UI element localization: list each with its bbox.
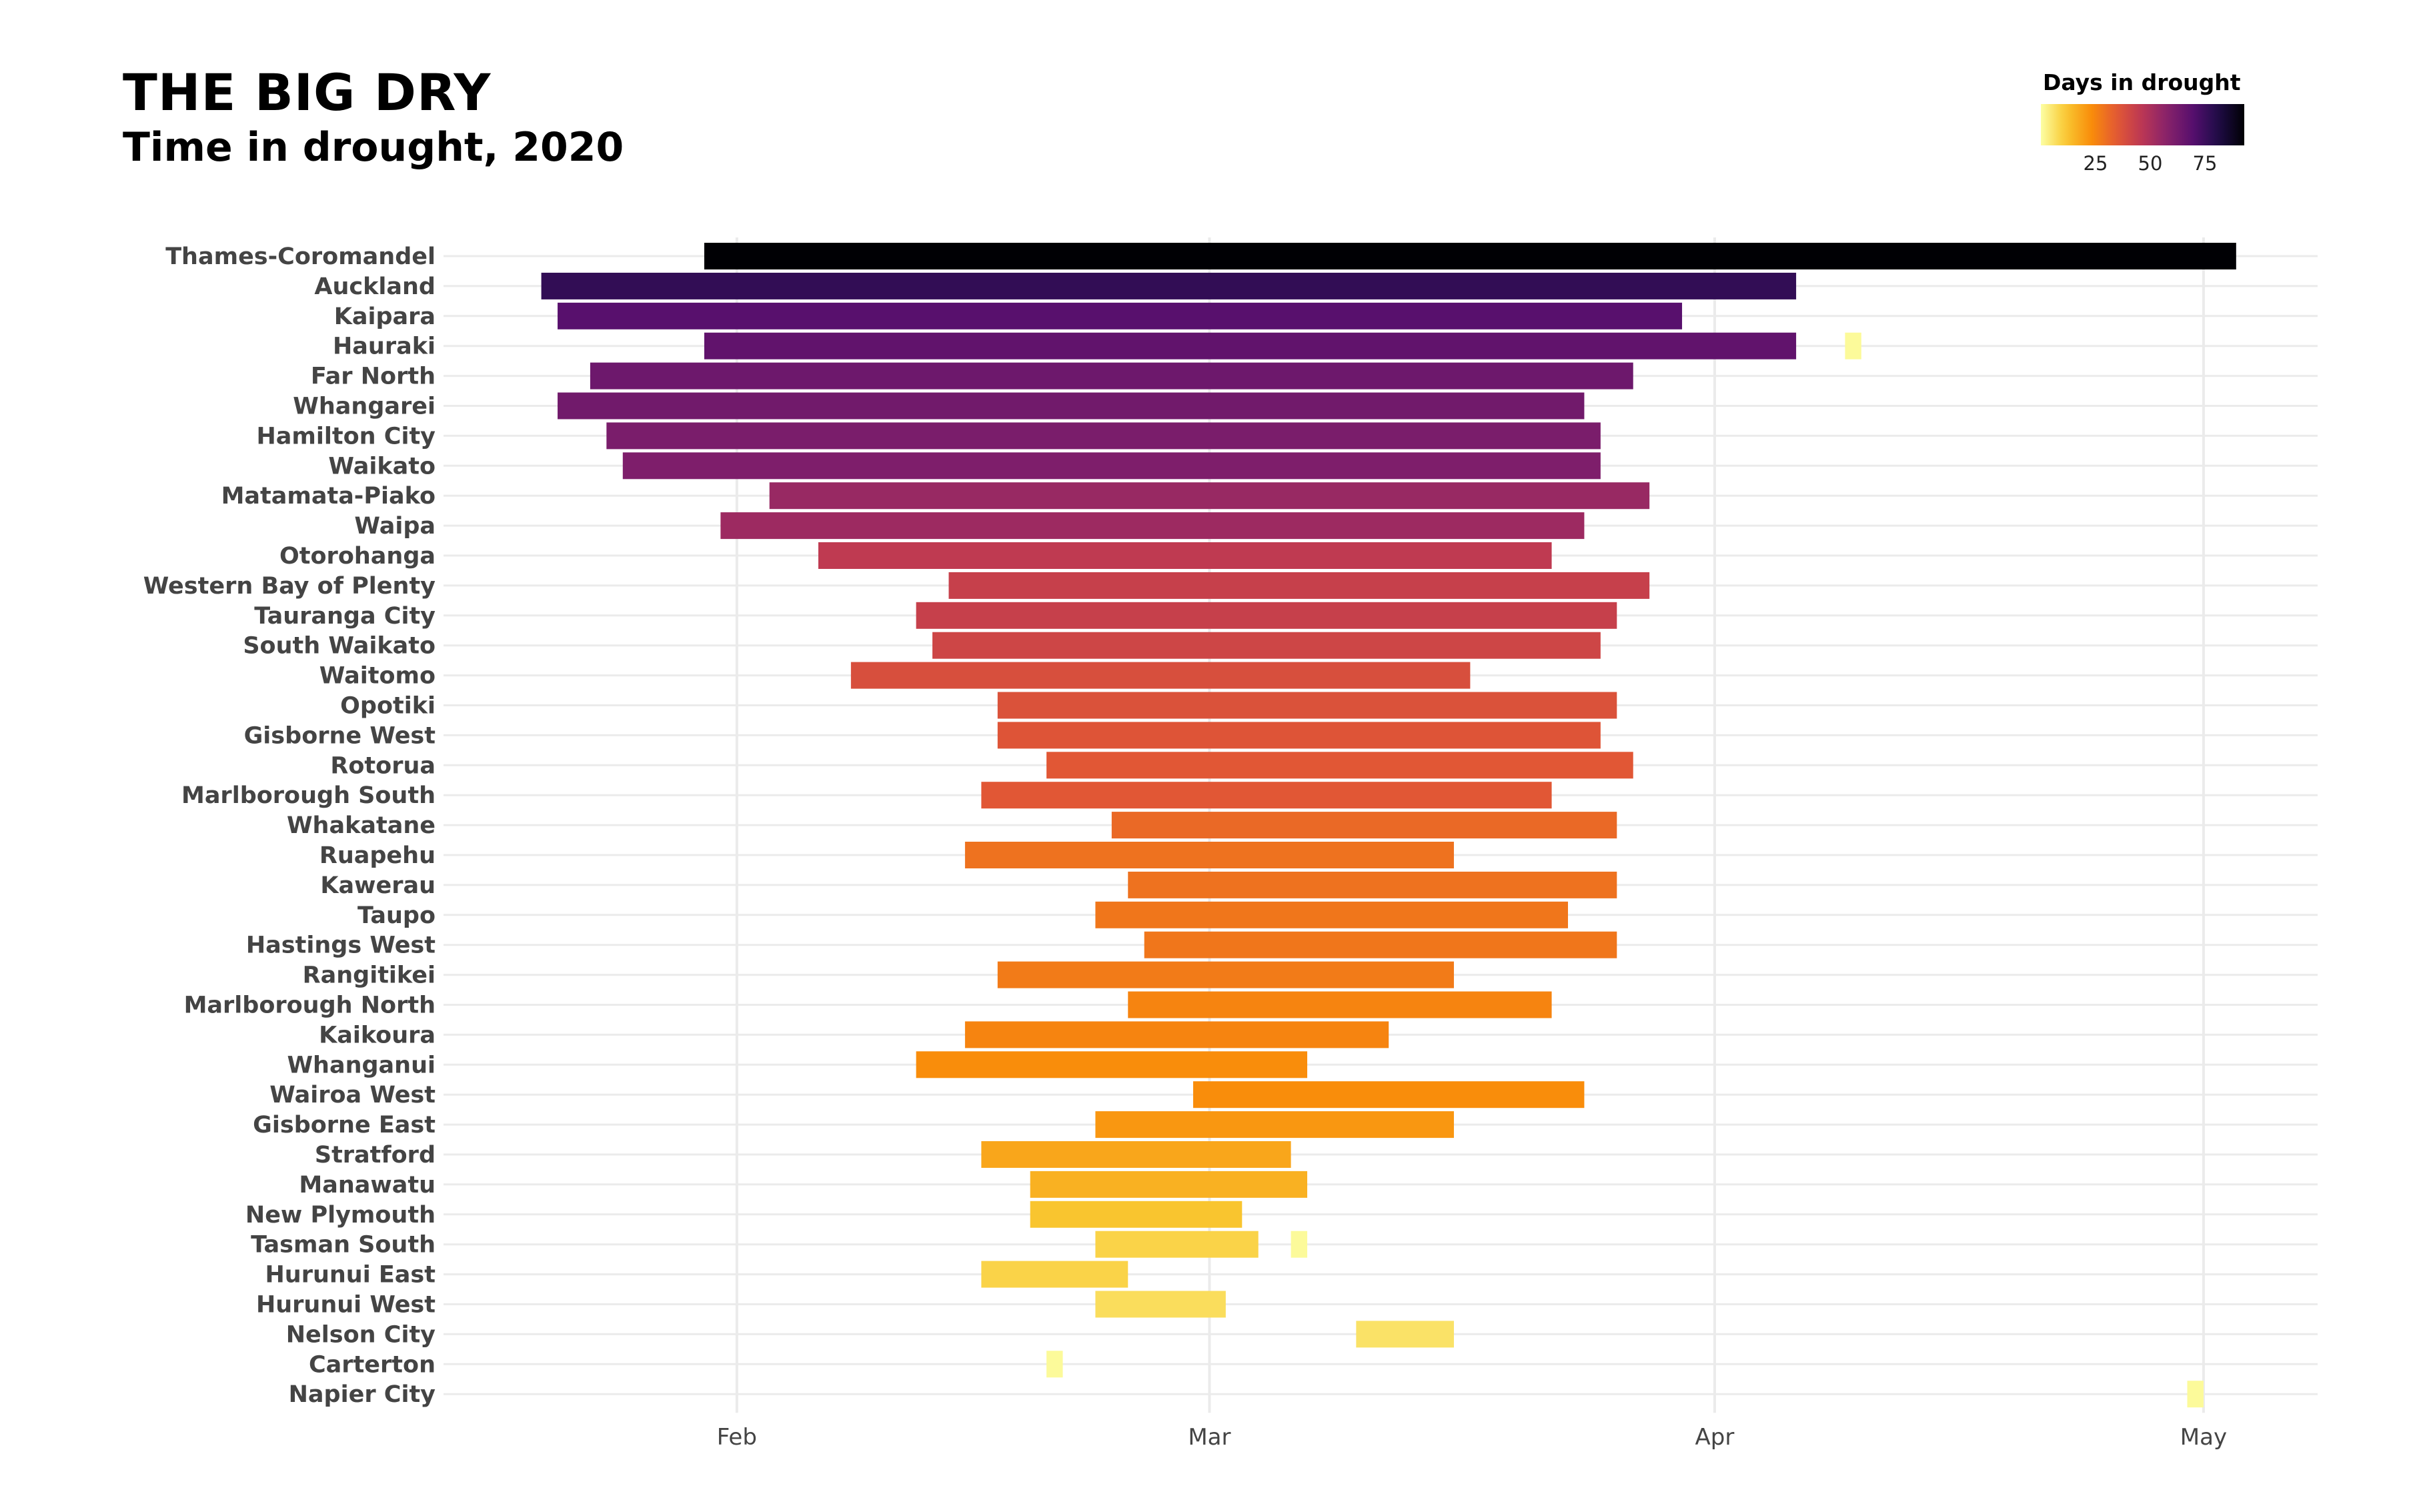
y-tick-label: Hamilton City [257,423,436,450]
drought-bar [997,692,1617,719]
drought-bar [1128,991,1552,1018]
x-axis-labels: Feb Mar Apr May [717,1424,2227,1451]
drought-bar [948,572,1650,599]
drought-bar [916,1051,1308,1078]
y-tick-label: Hurunui East [265,1262,436,1289]
drought-bar [981,1141,1291,1168]
y-tick-label: Kaikoura [319,1022,436,1048]
y-tick-label: Kawerau [320,872,436,899]
drought-bar [1095,1291,1226,1318]
drought-bar [1845,332,1861,359]
y-tick-label: Hauraki [333,333,436,360]
drought-bar [964,1021,1389,1048]
x-tick-label: Mar [1188,1424,1231,1451]
y-tick-label: Ruapehu [319,842,436,869]
x-tick-label: May [2180,1424,2227,1451]
drought-bar [704,332,1797,359]
y-tick-label: Opotiki [340,693,436,720]
y-tick-label: Whangarei [293,394,436,420]
drought-bar [1356,1321,1454,1348]
legend-color-bar [2041,104,2244,145]
y-tick-label: Waipa [354,513,436,540]
y-tick-label: Matamata-Piako [221,483,436,510]
drought-bar [1046,752,1633,779]
drought-bar [558,302,1683,329]
y-tick-label: Gisborne West [244,722,436,749]
drought-bar [997,961,1454,988]
y-tick-label: Stratford [315,1142,436,1169]
drought-bar [981,782,1552,809]
y-tick-label: Napier City [289,1381,436,1408]
y-tick-label: Hurunui West [256,1292,436,1319]
drought-bar [1046,1351,1063,1378]
y-tick-label: Far North [311,363,436,390]
y-tick-label: Otorohanga [279,543,436,570]
drought-bar [1128,871,1617,898]
drought-bar [1095,901,1568,928]
drought-bar [932,632,1601,659]
y-tick-label: Kaipara [334,303,436,330]
y-tick-label: Tauranga City [254,603,436,630]
y-tick-label: Marlborough North [184,992,436,1019]
drought-bar [981,1261,1128,1288]
legend-title: Days in drought [2043,69,2241,95]
y-tick-label: Carterton [309,1351,436,1378]
drought-bar [606,422,1601,450]
legend-tick-label: 50 [2138,152,2163,175]
drought-bar [590,362,1633,390]
y-tick-label: Waitomo [319,663,436,690]
drought-bar [1193,1081,1585,1108]
y-tick-label: Waikato [328,453,436,480]
x-tick-label: Apr [1695,1424,1734,1451]
y-tick-label: Whanganui [287,1052,436,1078]
drought-bar [558,392,1585,420]
y-tick-label: Western Bay of Plenty [143,573,436,600]
y-tick-label: New Plymouth [245,1202,436,1229]
drought-bar [1111,812,1617,839]
drought-bar [1095,1231,1259,1258]
drought-bar [622,452,1601,480]
y-tick-label: Hastings West [246,932,436,959]
y-tick-label: Thames-Coromandel [165,243,436,270]
drought-bar [964,842,1454,868]
drought-bar [1030,1201,1243,1228]
y-tick-label: Rangitikei [303,962,436,989]
drought-bar [1291,1231,1308,1258]
drought-bar [541,272,1797,299]
bars [541,243,2236,1408]
drought-bar [916,602,1617,629]
y-tick-label: Gisborne East [253,1112,436,1139]
drought-bar [1030,1171,1308,1198]
drought-bar [850,662,1471,689]
y-tick-label: Auckland [314,273,436,300]
y-tick-label: Whakatane [287,812,436,839]
y-tick-label: Tasman South [251,1232,436,1259]
y-tick-label: South Waikato [243,633,436,660]
y-tick-label: Taupo [357,902,436,929]
drought-bar [1095,1111,1454,1139]
drought-bar [720,512,1585,540]
y-axis-labels: Thames-Coromandel Auckland Kaipara Hauraki F… [143,243,436,1408]
y-tick-label: Rotorua [330,752,436,779]
y-tick-label: Manawatu [299,1172,436,1199]
legend-tick-label: 75 [2192,152,2218,175]
color-legend: Days in drought 25 50 75 [2028,69,2244,175]
legend-tick-label: 25 [2083,152,2108,175]
drought-bar [704,243,2236,269]
legend-ticks: 25 50 75 [2041,152,2244,179]
drought-bar [997,722,1601,749]
y-tick-label: Wairoa West [269,1082,436,1108]
drought-bar [2187,1381,2204,1408]
y-tick-label: Marlborough South [181,782,436,809]
chart-subtitle: Time in drought, 2020 [123,124,624,171]
drought-bar [769,482,1650,510]
drought-bar [1144,931,1617,958]
chart-title: THE BIG DRY [123,63,492,122]
y-tick-label: Nelson City [286,1321,436,1348]
drought-bar [818,542,1552,569]
x-tick-label: Feb [717,1424,757,1451]
